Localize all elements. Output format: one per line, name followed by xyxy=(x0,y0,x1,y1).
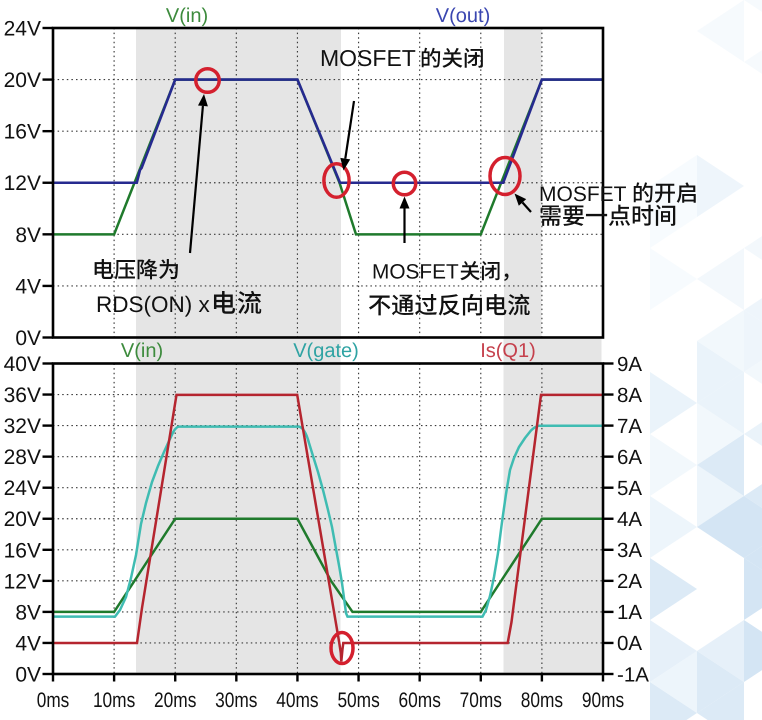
svg-text:Is(Q1): Is(Q1) xyxy=(480,340,536,362)
svg-text:24V: 24V xyxy=(4,477,41,500)
svg-text:12V: 12V xyxy=(4,172,41,195)
svg-text:2A: 2A xyxy=(617,570,642,593)
svg-text:0A: 0A xyxy=(617,632,642,655)
svg-text:36V: 36V xyxy=(4,384,41,407)
svg-text:4V: 4V xyxy=(15,275,41,298)
svg-text:4A: 4A xyxy=(617,508,642,531)
svg-text:MOSFET: MOSFET xyxy=(539,183,627,206)
svg-text:16V: 16V xyxy=(4,121,41,144)
svg-text:6A: 6A xyxy=(617,446,642,469)
svg-text:60ms: 60ms xyxy=(399,689,441,712)
svg-text:40V: 40V xyxy=(4,353,41,376)
svg-text:20V: 20V xyxy=(4,69,41,92)
svg-text:0ms: 0ms xyxy=(37,689,70,712)
svg-text:V(in): V(in) xyxy=(166,5,208,27)
svg-text:0V: 0V xyxy=(15,664,41,687)
svg-text:70ms: 70ms xyxy=(460,689,502,712)
svg-text:9A: 9A xyxy=(617,353,642,376)
svg-text:-1A: -1A xyxy=(617,663,649,686)
svg-text:28V: 28V xyxy=(4,446,41,469)
svg-text:90ms: 90ms xyxy=(582,689,624,712)
svg-text:V(out): V(out) xyxy=(436,5,490,27)
svg-text:16V: 16V xyxy=(4,539,41,562)
svg-text:7A: 7A xyxy=(617,415,642,438)
svg-text:50ms: 50ms xyxy=(337,689,379,712)
svg-text:4V: 4V xyxy=(15,633,41,656)
svg-text:MOSFET: MOSFET xyxy=(320,45,416,71)
svg-text:5A: 5A xyxy=(617,477,642,500)
svg-text:1A: 1A xyxy=(617,601,642,624)
svg-text:RDS(ON) x: RDS(ON) x xyxy=(96,292,210,317)
svg-text:V(in): V(in) xyxy=(121,340,163,362)
svg-text:3A: 3A xyxy=(617,539,642,562)
svg-text:32V: 32V xyxy=(4,415,41,438)
svg-text:40ms: 40ms xyxy=(276,689,318,712)
svg-text:8V: 8V xyxy=(15,224,41,247)
svg-text:30ms: 30ms xyxy=(215,689,257,712)
svg-text:0V: 0V xyxy=(15,327,41,350)
svg-text:8A: 8A xyxy=(617,384,642,407)
svg-text:24V: 24V xyxy=(4,18,41,41)
svg-text:20ms: 20ms xyxy=(154,689,196,712)
svg-text:MOSFET: MOSFET xyxy=(372,261,459,284)
svg-text:8V: 8V xyxy=(15,601,41,624)
svg-text:10ms: 10ms xyxy=(93,689,135,712)
svg-text:80ms: 80ms xyxy=(521,689,563,712)
svg-text:V(gate): V(gate) xyxy=(293,340,359,362)
svg-text:12V: 12V xyxy=(4,570,41,593)
svg-text:20V: 20V xyxy=(4,508,41,531)
